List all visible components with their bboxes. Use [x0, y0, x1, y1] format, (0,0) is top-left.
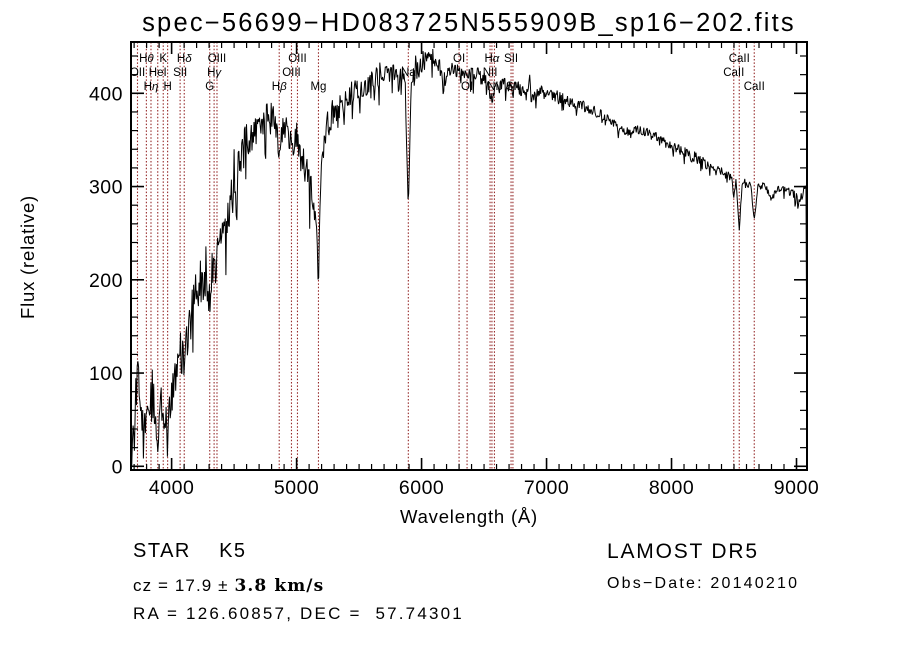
spectrum-path [130, 48, 808, 467]
y-tick-label: 200 [89, 270, 123, 292]
spectral-line-label: OI [461, 81, 473, 93]
spectral-line-label: Hγ [207, 67, 222, 79]
y-tick-label: 0 [112, 456, 123, 478]
spectral-line-label: CaII [723, 67, 744, 79]
spectral-line-label: Hα [484, 53, 499, 65]
cz-value: 3.8 km/s [234, 576, 325, 596]
spectral-line-label: NII [483, 67, 498, 79]
spectral-line-label: SII [173, 67, 187, 79]
x-tick-label: 5000 [274, 477, 319, 499]
survey-label: LAMOST DR5 [607, 540, 759, 563]
spectral-line-label: Mg [310, 81, 326, 93]
x-tick-label: 9000 [774, 477, 819, 499]
spectral-line-label: OI [453, 53, 465, 65]
spectral-line-label: HeI [149, 67, 167, 79]
spectral-line-label: Hθ [139, 53, 154, 65]
plot-title: spec−56699−HD083725N555909B_sp16−202.fit… [142, 9, 796, 37]
spectral-line-label: OIII [282, 67, 301, 79]
x-tick-label: 8000 [649, 477, 694, 499]
spectral-line-label: SII [504, 53, 518, 65]
x-axis-title: Wavelength (Å) [399, 506, 539, 527]
spectral-line-label: OII [130, 67, 145, 79]
spectral-line-label: OIII [208, 53, 227, 65]
spectral-line-label: Hη [144, 81, 159, 93]
x-tick-label: 6000 [399, 477, 444, 499]
plot-frame [130, 41, 808, 471]
spectral-line-label: G [205, 81, 214, 93]
y-axis-title: Flux (relative) [17, 194, 38, 320]
spectral-line-label: CaII [744, 81, 765, 93]
spectral-line-label: K [159, 53, 167, 65]
x-tick-label: 7000 [524, 477, 569, 499]
object-class-label: STAR K5 [133, 540, 247, 562]
spectral-line-label: Hβ [272, 81, 287, 93]
spectral-line-label: OIII [288, 53, 307, 65]
spectral-line-label: CaII [729, 53, 750, 65]
coordinates-label: RA = 126.60857, DEC = 57.74301 [133, 604, 464, 623]
x-tick-label: 4000 [149, 477, 194, 499]
spectral-line-label: Hδ [177, 53, 192, 65]
y-tick-label: 300 [89, 177, 123, 199]
cz-prefix: cz = 17.9 ± [133, 576, 235, 595]
radial-velocity-label: cz = 17.9 ± 3.8 km/s [133, 576, 324, 596]
obs-date-label: Obs−Date: 20140210 [607, 575, 800, 592]
spectral-line-label: H [163, 81, 171, 93]
y-tick-label: 400 [89, 83, 123, 105]
y-tick-label: 100 [89, 363, 123, 385]
